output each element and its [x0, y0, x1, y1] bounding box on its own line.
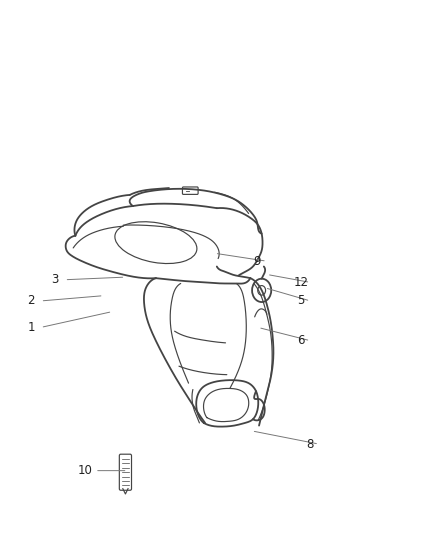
Text: 3: 3 [51, 273, 59, 286]
Text: 2: 2 [27, 294, 35, 308]
Text: 1: 1 [27, 321, 35, 334]
Text: 12: 12 [293, 276, 308, 289]
Text: 6: 6 [297, 334, 304, 347]
Text: 10: 10 [78, 464, 93, 477]
Text: 9: 9 [254, 255, 261, 268]
Text: 8: 8 [306, 438, 313, 450]
Text: 5: 5 [297, 294, 304, 308]
